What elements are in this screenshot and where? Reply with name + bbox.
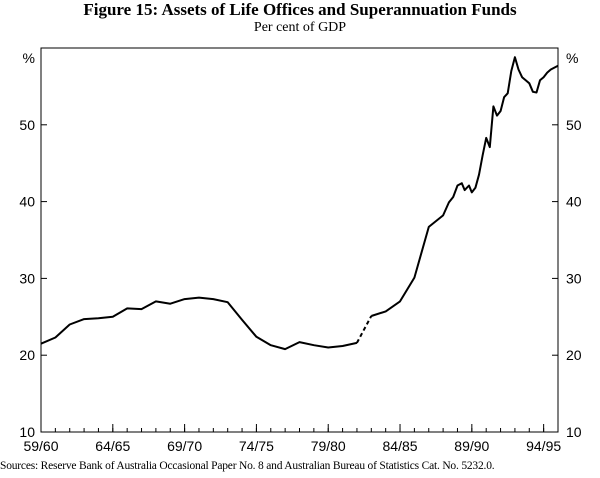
y-tick-label-left: 40 (19, 194, 35, 210)
x-tick-label: 64/65 (95, 438, 130, 454)
y-tick-label-right: 40 (566, 194, 582, 210)
y-unit-label-left: % (23, 50, 35, 66)
plot-area-frame (40, 47, 559, 433)
x-tick-label: 74/75 (239, 438, 274, 454)
y-unit-label-right: % (566, 50, 578, 66)
x-tick-label: 59/60 (23, 438, 58, 454)
x-tick-label: 94/95 (526, 438, 561, 454)
chart-sources-note: Sources: Reserve Bank of Australia Occas… (0, 460, 495, 472)
y-tick-label-right: 10 (566, 424, 582, 440)
y-tick-label-right: 50 (566, 117, 582, 133)
line-chart: 10 10 20 20 30 30 40 40 50 50% % 59/60 64/65 69/70 74/… (19, 47, 582, 454)
axis-labels: 10 10 20 20 30 30 40 40 50 50% % 59/60 64/65 69/70 74/… (19, 50, 581, 454)
y-tick-label-left: 10 (19, 424, 35, 440)
x-tick-label: 84/85 (383, 438, 418, 454)
x-tick-label: 69/70 (167, 438, 202, 454)
y-tick-label-left: 50 (19, 117, 35, 133)
x-tick-label: 79/80 (311, 438, 346, 454)
chart-subtitle: Per cent of GDP (253, 20, 347, 35)
axis-ticks (41, 124, 558, 433)
y-tick-label-right: 30 (566, 270, 582, 286)
series-lines (40, 56, 559, 351)
y-tick-label-right: 20 (566, 347, 582, 363)
y-tick-label-left: 30 (19, 270, 35, 286)
chart-title: Figure 15: Assets of Life Offices and Su… (83, 0, 517, 19)
y-tick-label-left: 20 (19, 347, 35, 363)
series-line-0 (40, 296, 358, 351)
series-line-break-dashed (356, 315, 373, 344)
x-tick-label: 89/90 (454, 438, 489, 454)
series-line-2 (370, 56, 559, 317)
